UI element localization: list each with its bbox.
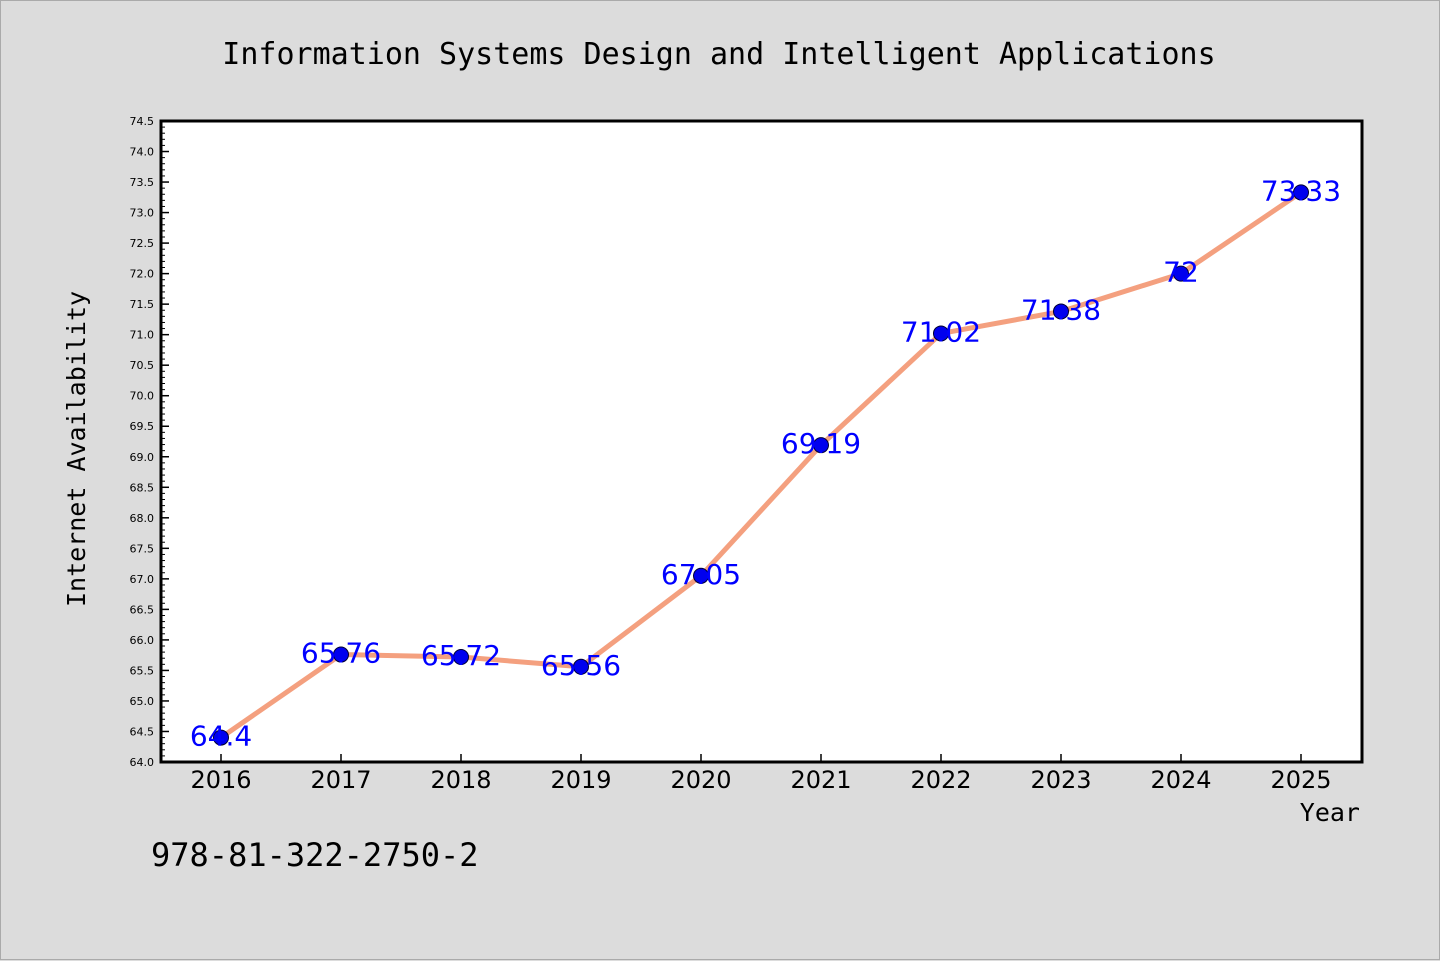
x-tick-label: 2020 xyxy=(670,766,731,794)
x-tick-label: 2019 xyxy=(550,766,611,794)
y-tick-label: 72.5 xyxy=(130,237,155,250)
y-tick-label: 64.0 xyxy=(130,756,155,769)
y-tick-label: 67.5 xyxy=(130,542,155,555)
y-tick-label: 71.5 xyxy=(130,298,155,311)
y-tick-label: 72.0 xyxy=(130,268,155,281)
data-point xyxy=(1053,303,1069,320)
series-polyline xyxy=(218,189,1304,741)
y-tick-label: 64.5 xyxy=(130,725,155,738)
data-label: 65.56 xyxy=(541,649,621,682)
x-tick-label: 2022 xyxy=(910,766,971,794)
data-point xyxy=(453,648,469,665)
y-tick-label: 69.0 xyxy=(130,451,155,464)
data-point xyxy=(933,325,949,342)
x-tick-label: 2021 xyxy=(790,766,851,794)
x-tick-label: 2016 xyxy=(190,766,251,794)
y-tick-label: 74.5 xyxy=(130,115,155,128)
isbn-text: 978-81-322-2750-2 xyxy=(151,836,479,874)
y-tick-label: 73.0 xyxy=(130,207,155,220)
data-point xyxy=(573,658,589,675)
data-label: 69.19 xyxy=(781,427,861,460)
x-axis-label: Year xyxy=(1300,798,1360,827)
y-tick-label: 65.0 xyxy=(130,695,155,708)
y-axis: 64.0 64.5 65.0 65.5 66.0 66.5 67.0 67.5 68.0 68.5… xyxy=(130,115,169,769)
x-tick-label: 2023 xyxy=(1030,766,1091,794)
data-point xyxy=(333,646,349,663)
y-tick-label: 66.0 xyxy=(130,634,155,647)
y-tick-label: 68.5 xyxy=(130,481,155,494)
y-tick-label: 70.0 xyxy=(130,390,155,403)
data-label: 65.76 xyxy=(301,637,381,670)
chart-title: Information Systems Design and Intellige… xyxy=(222,37,1215,72)
data-labels: 64.4 65.76 65.72 65.56 67.05 69.19 71.02 71.38 7… xyxy=(190,174,1341,752)
series-line xyxy=(213,184,1309,746)
data-point xyxy=(213,729,229,746)
y-tick-label: 73.5 xyxy=(130,176,155,189)
y-tick-label: 68.0 xyxy=(130,512,155,525)
data-point xyxy=(813,437,829,454)
data-point xyxy=(1293,184,1309,201)
data-point xyxy=(693,567,709,584)
y-tick-label: 65.5 xyxy=(130,664,155,677)
x-tick-label: 2024 xyxy=(1150,766,1211,794)
y-tick-label: 71.0 xyxy=(130,329,155,342)
data-label: 72 xyxy=(1163,256,1199,289)
y-tick-label: 69.5 xyxy=(130,420,155,433)
y-tick-label: 70.5 xyxy=(130,359,155,372)
data-label: 67.05 xyxy=(661,558,741,591)
x-tick-label: 2025 xyxy=(1270,766,1331,794)
data-label: 71.02 xyxy=(901,315,981,348)
y-tick-label: 67.0 xyxy=(130,573,155,586)
x-tick-label: 2018 xyxy=(430,766,491,794)
y-axis-label: Internet Availability xyxy=(62,291,91,607)
y-tick-label: 66.5 xyxy=(130,603,155,616)
y-tick-label: 74.0 xyxy=(130,146,155,159)
data-label: 64.4 xyxy=(190,720,252,753)
data-point xyxy=(1173,265,1189,282)
x-tick-label: 2017 xyxy=(310,766,371,794)
data-label: 65.72 xyxy=(421,639,501,672)
data-label: 73.33 xyxy=(1261,174,1341,207)
x-axis: 2016 2017 2018 2019 2020 2021 2022 2023 2024 2025 xyxy=(190,754,1332,794)
data-label: 71.38 xyxy=(1021,293,1101,326)
